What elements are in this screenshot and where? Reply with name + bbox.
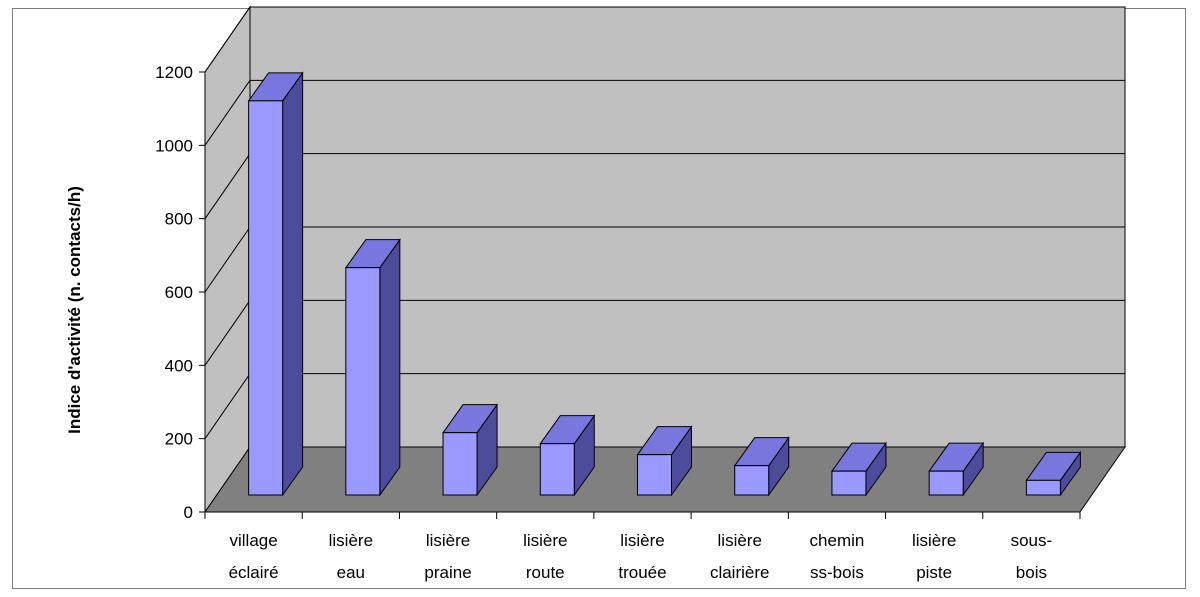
bar — [637, 454, 672, 496]
bar — [1025, 479, 1061, 496]
y-tick-label: 1200 — [155, 63, 193, 82]
bar — [734, 465, 770, 496]
bar — [248, 100, 284, 496]
y-tick-label: 600 — [165, 283, 193, 302]
bar — [831, 470, 867, 496]
x-tick-label: bois — [1016, 563, 1047, 582]
x-tick-label: lisière — [718, 531, 762, 550]
bar — [345, 267, 381, 496]
bar — [539, 443, 575, 496]
x-tick-label: chemin — [810, 531, 865, 550]
x-tick-label: trouée — [618, 563, 666, 582]
bar — [928, 470, 964, 496]
y-axis-title: Indice d'activité (n. contacts/h) — [65, 186, 84, 434]
gridline-side — [204, 226, 251, 293]
x-tick-label: clairière — [710, 563, 770, 582]
gridline-side — [204, 373, 251, 439]
x-tick-label: piste — [916, 563, 952, 582]
x-tick-label: praine — [424, 563, 471, 582]
y-tick-label: 0 — [184, 503, 193, 522]
bar-side — [282, 71, 304, 497]
y-tick-label: 400 — [165, 356, 193, 375]
x-tick-label: route — [526, 563, 565, 582]
bar — [442, 432, 478, 496]
gridline-side — [204, 300, 251, 366]
x-tick-label: lisière — [912, 531, 956, 550]
y-tick-label: 200 — [165, 430, 193, 449]
x-tick-label: sous- — [1011, 531, 1053, 550]
x-tick-label: lisière — [426, 531, 470, 550]
x-tick-label: village — [230, 531, 278, 550]
y-tick-label: 800 — [165, 210, 193, 229]
gridline-side — [204, 6, 251, 73]
bar-side — [379, 238, 401, 497]
x-tick-label: éclairé — [229, 563, 279, 582]
x-tick-label: lisière — [329, 531, 373, 550]
x-tick-label: lisière — [620, 531, 664, 550]
x-tick-label: ss-bois — [810, 563, 864, 582]
x-tick-label: lisière — [523, 531, 567, 550]
x-tick-label: eau — [337, 563, 365, 582]
gridline-side — [204, 153, 251, 219]
y-tick-label: 1000 — [155, 136, 193, 155]
gridline-side — [204, 80, 251, 146]
